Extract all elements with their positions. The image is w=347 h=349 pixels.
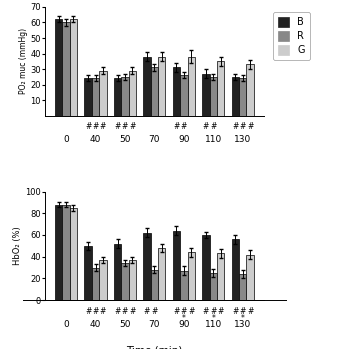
Bar: [84, 246, 92, 300]
Bar: [180, 75, 187, 116]
Bar: [143, 233, 151, 300]
Bar: [84, 78, 92, 116]
Bar: [187, 252, 195, 300]
Bar: [158, 248, 166, 300]
Text: #: #: [100, 307, 106, 315]
Text: #: #: [122, 307, 128, 315]
Bar: [239, 274, 246, 300]
Bar: [62, 205, 70, 300]
X-axis label: Time (min): Time (min): [126, 345, 183, 349]
Y-axis label: HbO₂ (%): HbO₂ (%): [14, 227, 23, 265]
Legend: B, R, G: B, R, G: [273, 12, 310, 60]
Bar: [202, 235, 210, 300]
Bar: [143, 57, 151, 116]
Text: #: #: [181, 307, 187, 315]
Bar: [114, 78, 121, 116]
Bar: [129, 260, 136, 300]
Text: #: #: [210, 307, 217, 315]
Bar: [129, 70, 136, 116]
Bar: [239, 78, 246, 116]
Text: #: #: [181, 122, 187, 131]
Bar: [114, 244, 121, 300]
Bar: [70, 208, 77, 300]
Text: #: #: [115, 122, 121, 131]
Text: #: #: [203, 122, 209, 131]
Bar: [92, 78, 99, 116]
Bar: [246, 254, 254, 300]
Text: #: #: [188, 307, 194, 315]
Text: #: #: [232, 122, 239, 131]
Bar: [180, 271, 187, 300]
Text: #: #: [129, 122, 136, 131]
Text: #: #: [239, 307, 246, 315]
Text: #: #: [85, 122, 91, 131]
Bar: [151, 67, 158, 116]
Bar: [210, 273, 217, 300]
Bar: [55, 20, 62, 116]
Bar: [121, 263, 129, 300]
Bar: [232, 77, 239, 116]
Bar: [92, 268, 99, 300]
Text: #: #: [144, 307, 150, 315]
Y-axis label: PO₂ muc (mmHg): PO₂ muc (mmHg): [18, 28, 27, 94]
Bar: [173, 67, 180, 116]
Bar: [217, 253, 225, 300]
Text: #: #: [100, 122, 106, 131]
Bar: [70, 20, 77, 116]
Bar: [246, 64, 254, 116]
Text: #: #: [173, 122, 180, 131]
Bar: [121, 77, 129, 116]
Bar: [217, 61, 225, 116]
Text: #: #: [173, 307, 180, 315]
Bar: [187, 57, 195, 116]
Text: *: *: [182, 314, 186, 323]
Text: #: #: [129, 307, 136, 315]
Bar: [62, 22, 70, 116]
Text: *: *: [241, 314, 245, 323]
Bar: [202, 74, 210, 116]
Bar: [173, 231, 180, 300]
Text: #: #: [92, 122, 99, 131]
Text: #: #: [85, 307, 91, 315]
Text: #: #: [218, 307, 224, 315]
Bar: [99, 260, 107, 300]
Bar: [210, 77, 217, 116]
Bar: [55, 205, 62, 300]
Bar: [158, 57, 166, 116]
Text: #: #: [92, 307, 99, 315]
Bar: [99, 70, 107, 116]
Text: #: #: [232, 307, 239, 315]
Text: #: #: [210, 122, 217, 131]
Text: *: *: [211, 314, 215, 323]
Bar: [232, 239, 239, 300]
Text: #: #: [115, 307, 121, 315]
Text: #: #: [122, 122, 128, 131]
Text: #: #: [203, 307, 209, 315]
Text: #: #: [239, 122, 246, 131]
Text: #: #: [247, 307, 253, 315]
Text: #: #: [151, 307, 158, 315]
Bar: [151, 270, 158, 300]
Text: #: #: [247, 122, 253, 131]
